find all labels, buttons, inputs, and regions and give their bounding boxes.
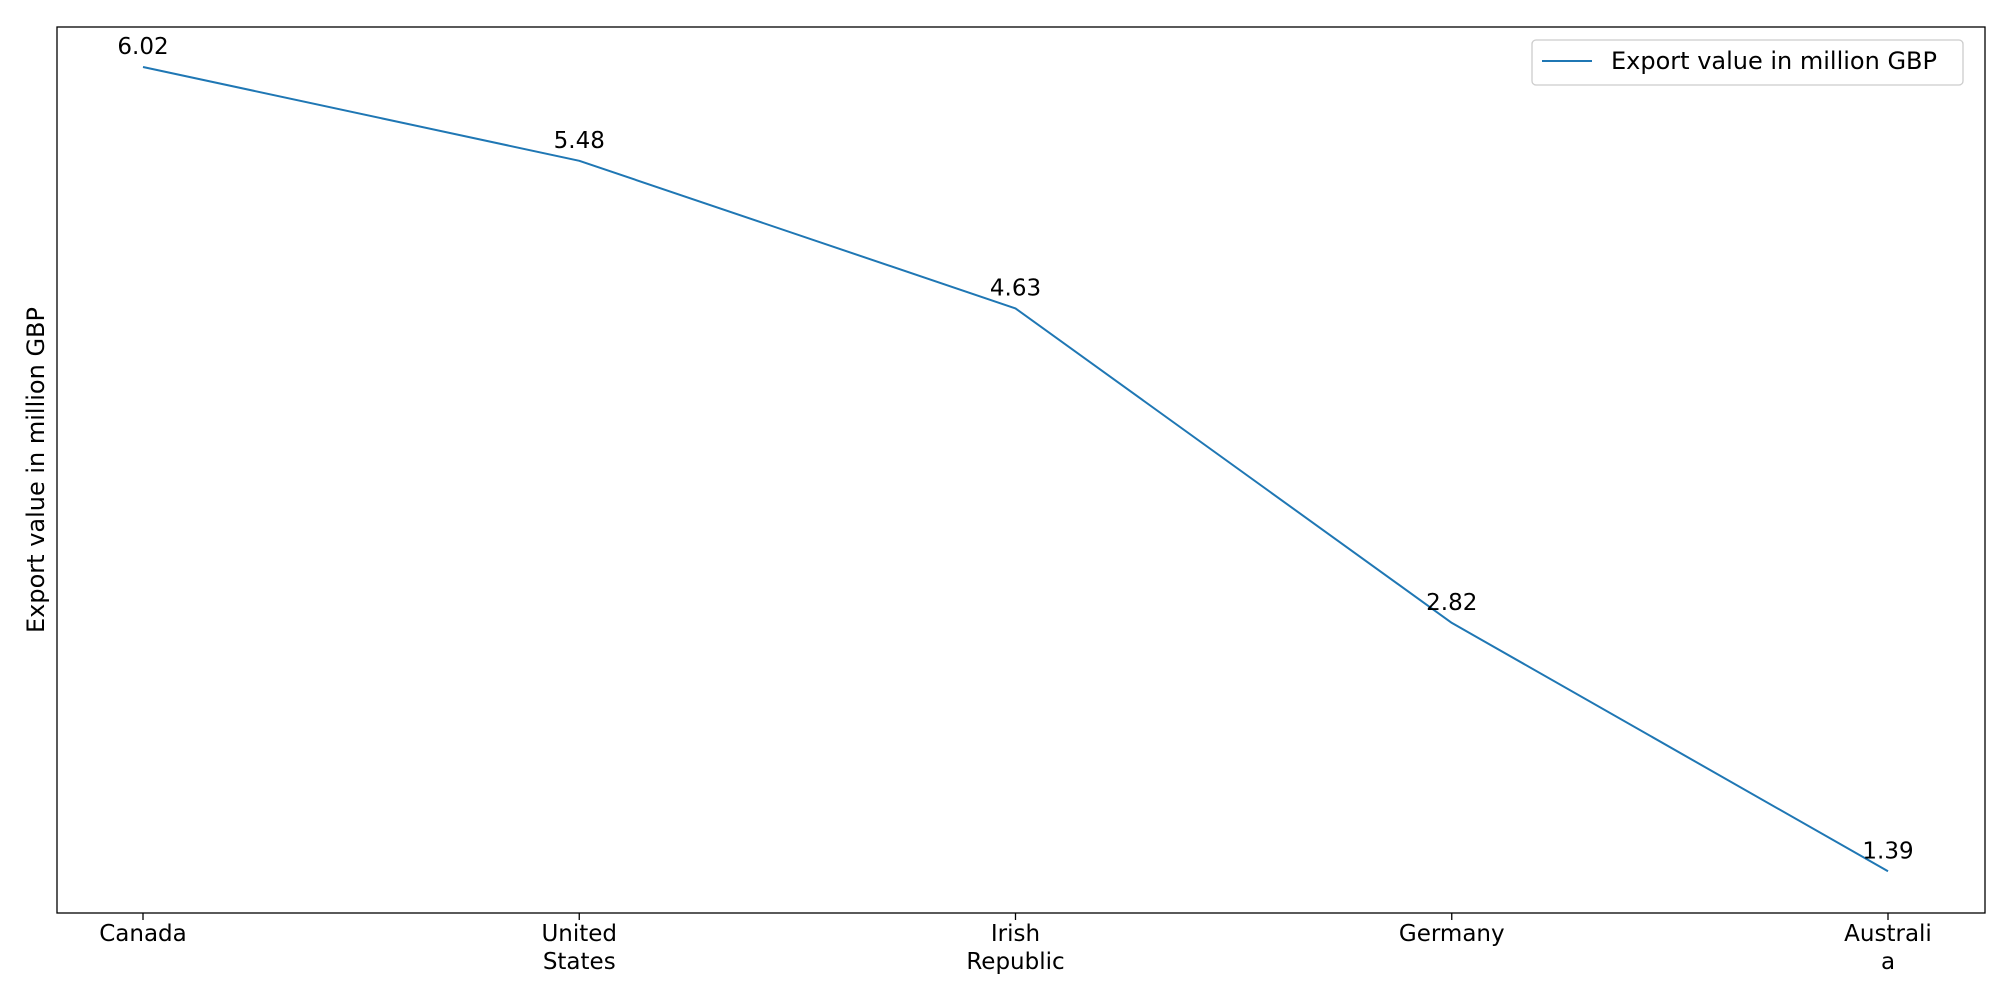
legend-box <box>1531 39 1964 86</box>
series-line <box>142 66 1889 873</box>
data-labels: 6.02 5.48 4.63 2.82 1.39 <box>117 34 1913 864</box>
x-tick-label: Australi a <box>1844 921 1932 975</box>
x-tick-label-line: a <box>1881 949 1895 975</box>
legend-entry-label: Export value in million GBP <box>1611 47 1937 75</box>
y-axis-title: Export value in million GBP <box>22 307 50 633</box>
x-tick-label: Germany <box>1399 921 1505 947</box>
x-tick-label-line: Republic <box>966 949 1064 975</box>
x-tick-label-line: Australi <box>1844 921 1932 947</box>
plot-area <box>56 26 1986 914</box>
x-tick-label-line: Germany <box>1399 921 1505 947</box>
data-label: 1.39 <box>1862 838 1913 864</box>
data-label: 2.82 <box>1426 590 1477 616</box>
series-layer <box>142 66 1889 873</box>
x-tick-label-line: Canada <box>99 921 187 947</box>
x-tick-label: United States <box>541 921 617 975</box>
data-label: 4.63 <box>990 275 1041 301</box>
x-tick-label-line: United <box>541 921 617 947</box>
x-tick-label: Irish Republic <box>966 921 1064 975</box>
x-tick-label-line: Irish <box>991 921 1040 947</box>
data-label: 5.48 <box>554 128 605 154</box>
x-axis-ticks: Canada United States Irish Republic Germany Au… <box>99 913 1932 975</box>
legend: Export value in million GBP <box>1531 39 1964 86</box>
x-tick-label-line: States <box>543 949 616 975</box>
x-tick-label: Canada <box>99 921 187 947</box>
data-label: 6.02 <box>117 34 168 60</box>
